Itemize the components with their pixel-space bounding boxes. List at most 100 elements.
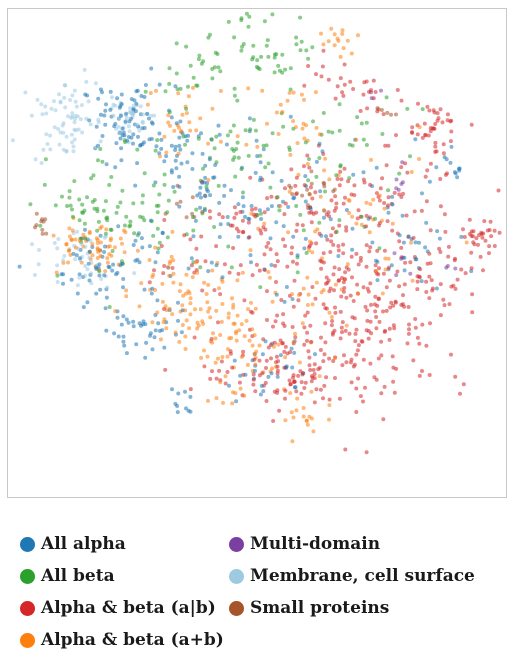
- scatter-point: [364, 224, 369, 229]
- scatter-point: [339, 294, 344, 299]
- scatter-point: [401, 293, 405, 298]
- scatter-point: [176, 318, 180, 323]
- scatter-point: [98, 240, 103, 245]
- scatter-point: [443, 229, 448, 234]
- scatter-point: [277, 208, 282, 213]
- scatter-point: [239, 16, 244, 21]
- scatter-point: [123, 140, 128, 145]
- scatter-point: [291, 234, 296, 239]
- scatter-point: [314, 280, 319, 285]
- scatter-point: [389, 300, 394, 305]
- scatter-point: [204, 187, 209, 192]
- scatter-point: [342, 353, 346, 358]
- scatter-point: [189, 263, 194, 268]
- scatter-point: [241, 190, 245, 195]
- scatter-point: [191, 234, 196, 239]
- scatter-point: [214, 134, 219, 139]
- scatter-point: [155, 210, 160, 215]
- scatter-point: [318, 387, 323, 392]
- scatter-point: [55, 246, 60, 251]
- scatter-point: [76, 127, 81, 132]
- scatter-point: [333, 282, 338, 287]
- scatter-point: [157, 82, 162, 87]
- scatter-point: [176, 91, 181, 96]
- scatter-point: [311, 429, 316, 434]
- scatter-point: [406, 331, 411, 336]
- scatter-point: [198, 185, 203, 190]
- scatter-point: [234, 399, 239, 404]
- scatter-point: [234, 338, 239, 343]
- scatter-point: [98, 139, 103, 144]
- scatter-point: [144, 340, 149, 345]
- scatter-point: [376, 272, 381, 277]
- scatter-point: [320, 64, 325, 69]
- scatter-point: [99, 277, 104, 281]
- scatter-point: [162, 159, 167, 164]
- scatter-point: [210, 369, 214, 374]
- scatter-point: [213, 50, 218, 55]
- scatter-point: [200, 180, 204, 185]
- scatter-point: [265, 196, 270, 201]
- scatter-point: [295, 396, 300, 401]
- scatter-point: [135, 248, 140, 253]
- scatter-point: [382, 248, 387, 253]
- scatter-point: [184, 291, 188, 296]
- scatter-point: [124, 294, 129, 299]
- scatter-point: [359, 214, 364, 219]
- scatter-point: [68, 252, 73, 257]
- scatter-point: [292, 278, 297, 283]
- scatter-point: [237, 380, 242, 385]
- scatter-point: [177, 135, 182, 140]
- scatter-point: [70, 140, 74, 145]
- scatter-point: [487, 244, 492, 249]
- scatter-point: [331, 242, 336, 247]
- scatter-point: [259, 383, 264, 388]
- scatter-point: [268, 185, 273, 190]
- scatter-point: [136, 134, 140, 139]
- scatter-point: [376, 356, 381, 361]
- scatter-point: [238, 386, 243, 391]
- scatter-point: [258, 228, 263, 233]
- scatter-point: [153, 180, 158, 185]
- scatter-point: [335, 36, 340, 41]
- scatter-point: [373, 90, 378, 94]
- scatter-point: [306, 178, 311, 183]
- scatter-point: [137, 128, 142, 133]
- scatter-point: [245, 362, 250, 367]
- scatter-point: [420, 135, 425, 140]
- scatter-point: [276, 359, 281, 364]
- scatter-point: [73, 245, 78, 250]
- scatter-point: [318, 348, 323, 352]
- scatter-point: [263, 165, 268, 170]
- scatter-point: [170, 387, 174, 392]
- scatter-point: [230, 223, 235, 228]
- scatter-point: [291, 119, 296, 124]
- scatter-point: [87, 118, 92, 123]
- scatter-point: [173, 158, 178, 163]
- scatter-point: [271, 419, 276, 423]
- scatter-point: [162, 172, 167, 177]
- scatter-point: [102, 250, 107, 254]
- scatter-point: [260, 352, 265, 357]
- scatter-point: [320, 149, 325, 154]
- scatter-point: [349, 51, 354, 56]
- scatter-point: [337, 128, 342, 133]
- scatter-point: [319, 266, 324, 271]
- scatter-point: [217, 286, 221, 291]
- scatter-point: [272, 70, 277, 75]
- scatter-point: [281, 312, 286, 317]
- scatter-point: [177, 204, 182, 209]
- scatter-point: [350, 315, 355, 320]
- scatter-point: [369, 157, 373, 162]
- scatter-point: [127, 129, 132, 134]
- scatter-point: [173, 330, 178, 335]
- scatter-point: [203, 259, 208, 264]
- scatter-point: [163, 367, 168, 372]
- scatter-point: [135, 161, 140, 166]
- scatter-point: [355, 216, 360, 221]
- scatter-point: [383, 143, 388, 148]
- scatter-point: [461, 382, 466, 387]
- scatter-point: [383, 256, 388, 261]
- scatter-point: [117, 131, 121, 136]
- scatter-point: [415, 287, 420, 292]
